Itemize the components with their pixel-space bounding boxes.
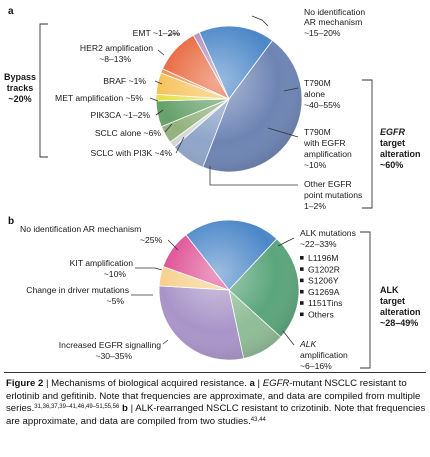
label-noid-a-line2: AR mechanism <box>304 17 362 27</box>
label-other-egfr-line2: point mutations <box>304 190 362 200</box>
pie-chart-b <box>158 219 300 361</box>
alk-target-line2: target <box>380 296 405 306</box>
label-noid-a-line3: ~15–20% <box>304 28 341 38</box>
bypass-line1: Bypass <box>4 72 36 82</box>
label-kit-line2: ~10% <box>104 269 127 279</box>
bypass-bracket <box>39 23 48 158</box>
alk-target-line3: alteration <box>380 307 421 317</box>
label-her2-line2: ~8–13% <box>99 54 131 64</box>
alk-bracket <box>360 231 371 369</box>
label-noid-b-line2: ~25% <box>140 235 163 245</box>
label-egfr-signal-line1: Increased EGFR signalling <box>59 340 161 350</box>
label-t790m-egfr-line4: ~10% <box>304 160 327 170</box>
label-t790m-line3: ~40–55% <box>304 100 341 110</box>
label-egfr-signal-line2: ~30–35% <box>95 351 132 361</box>
panel-b-label: b <box>8 216 14 227</box>
label-t790m-egfr-line3: amplification <box>304 149 352 159</box>
caption-sep: | <box>43 378 52 389</box>
label-other-egfr-line1: Other EGFR <box>304 179 352 189</box>
label-alk-amp-line3: ~6–16% <box>300 361 332 371</box>
alk-mutation-item: 1151Tins <box>308 298 342 308</box>
label-driver-line1: Change in driver mutations <box>26 285 129 295</box>
pie-chart-a <box>155 25 303 173</box>
caption-b-refs: 43,44 <box>250 416 266 423</box>
caption-a-refs: 31,36,37,39–41,46,49–51,55,56 <box>34 404 120 411</box>
caption-rule <box>4 372 426 373</box>
label-t790m-line2: alone <box>304 89 325 99</box>
figure-caption: Figure 2 | Mechanisms of biological acqu… <box>6 378 426 427</box>
figure-canvas: a b EMT ~1–2% HER2 amplification ~8–13% … <box>4 6 421 371</box>
pie-b-leader-lines <box>131 237 295 346</box>
egfr-target-line4: ~60% <box>380 160 403 170</box>
bypass-line2: tracks <box>7 83 34 93</box>
label-alk-amp-line1: ALK <box>299 339 318 349</box>
label-t790m-line1: T790M <box>304 78 331 88</box>
label-met: MET amplification ~5% <box>55 93 143 103</box>
alk-mutation-item: S1206Y <box>308 276 339 286</box>
label-kit-line1: KIT amplification <box>70 258 134 268</box>
bullet-icon <box>300 267 304 271</box>
pie-a-leader-lines <box>149 15 299 186</box>
alk-target-line1: ALK <box>380 285 399 295</box>
bullet-icon <box>300 256 304 260</box>
label-her2-line1: HER2 amplification <box>80 43 153 53</box>
caption-a-label: a <box>249 378 255 389</box>
label-t790m-egfr-line2: with EGFR <box>303 138 346 148</box>
label-driver-line2: ~5% <box>107 296 125 306</box>
label-braf: BRAF ~1% <box>103 76 146 86</box>
bullet-icon <box>300 289 304 294</box>
egfr-target-line2: target <box>380 138 405 148</box>
egfr-target-line1: EGFR <box>380 127 406 137</box>
label-alk-amp-line2: amplification <box>300 350 348 360</box>
alk-target-line4: ~28–49% <box>380 318 418 328</box>
label-sclc-pi3k: SCLC with PI3K ~4% <box>91 148 173 158</box>
caption-a-text: -mutant NSCLC resistant to erlotinib and… <box>6 378 421 415</box>
caption-a-em: EGFR <box>262 378 290 389</box>
label-sclc-alone: SCLC alone ~6% <box>95 128 162 138</box>
bullet-icon <box>300 301 304 305</box>
bullet-icon <box>300 312 304 317</box>
label-emt: EMT ~1–2% <box>133 28 181 38</box>
pie-b-labels: No identification AR mechanism ~25% KIT … <box>20 224 421 371</box>
label-alk-mut-line2: ~22–33% <box>300 239 337 249</box>
caption-title: Mechanisms of biological acquired resist… <box>51 378 247 389</box>
alk-mutation-item: L1196M <box>308 253 338 263</box>
label-alk-mut-line1: ALK mutations <box>300 228 356 238</box>
alk-mutation-item: G1269A <box>308 287 340 297</box>
bypass-line3: ~20% <box>8 94 31 104</box>
pie-a-labels: EMT ~1–2% HER2 amplification ~8–13% BRAF… <box>4 7 421 211</box>
alk-mutation-item: Others <box>308 310 334 320</box>
alk-mutation-item: G1202R <box>308 264 340 274</box>
label-other-egfr-line3: 1–2% <box>304 201 326 211</box>
egfr-bracket <box>362 79 373 209</box>
label-noid-b-line1: No identification AR mechanism <box>20 224 141 234</box>
caption-b-label: b <box>122 403 128 415</box>
bullet-icon <box>300 278 304 283</box>
label-pik3ca: PIK3CA ~1–2% <box>91 110 151 120</box>
panel-a-label: a <box>8 6 14 17</box>
egfr-target-line3: alteration <box>380 149 421 159</box>
label-noid-a-line1: No identification <box>304 7 365 17</box>
caption-figure-label: Figure 2 <box>6 378 44 389</box>
caption-b-text: ALK-rearranged NSCLC resistant to crizot… <box>6 403 426 427</box>
label-t790m-egfr-line1: T790M <box>304 127 331 137</box>
